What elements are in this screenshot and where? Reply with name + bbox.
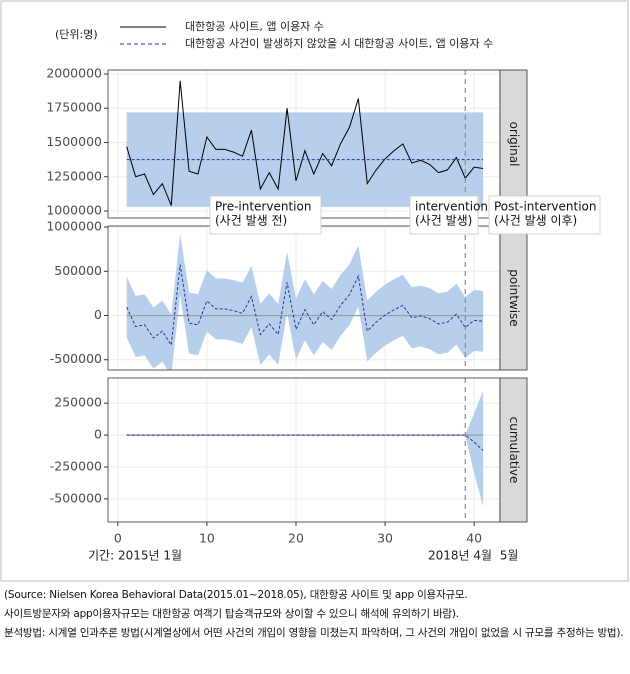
y-tick-label: 500000 <box>54 263 102 278</box>
interval-band <box>126 234 484 370</box>
y-tick-label: -250000 <box>50 458 102 473</box>
annotation-box <box>488 195 601 235</box>
x-tick-label: 30 <box>377 531 393 546</box>
panel <box>108 70 500 218</box>
annotation-text: Post-intervention <box>494 200 596 214</box>
y-tick-label: 250000 <box>54 395 102 410</box>
x-tick-label: 20 <box>288 531 304 546</box>
annotation-box <box>209 195 322 235</box>
x-tick-label: 0 <box>114 531 122 546</box>
footnote: 사이트방문자와 app이용자규모는 대한항공 여객기 탑승객규모와 상이할 수 … <box>4 608 459 620</box>
strip <box>499 225 528 371</box>
annotation-text: (사건 발생 전) <box>215 214 287 228</box>
x-note: 2018년 4월 5월 <box>428 549 518 563</box>
strip <box>499 377 528 523</box>
y-tick-label: 1500000 <box>46 134 102 149</box>
footnote: 분석방법: 시계열 인과추론 방법(시계열상에서 어떤 사건의 개입이 영향을 … <box>4 627 624 639</box>
y-tick-label: 1250000 <box>46 168 102 183</box>
y-tick-label: -500000 <box>50 490 102 505</box>
annotation-text: Pre-intervention <box>215 200 311 214</box>
y-tick-label: 1000000 <box>46 219 102 234</box>
x-note: 기간: 2015년 1월 <box>88 549 182 563</box>
panel-background <box>108 378 500 522</box>
y-tick-label: -500000 <box>50 351 102 366</box>
y-tick-label: 0 <box>94 307 102 322</box>
strip-label: original <box>507 122 521 167</box>
y-tick-label: 2000000 <box>46 65 102 80</box>
strip <box>499 69 528 219</box>
annotation-box <box>409 195 479 235</box>
legend-label: 대한항공 사건이 발생하지 않았을 시 대한항공 사이트, 앱 이용자 수 <box>185 36 493 50</box>
y-tick-label: 1000000 <box>46 203 102 218</box>
series-line <box>126 434 484 451</box>
footnote: (Source: Nielsen Korea Behavioral Data(2… <box>4 589 468 601</box>
annotation-text: (사건 발생 이후) <box>494 214 577 228</box>
strip-label: pointwise <box>507 269 521 326</box>
x-tick-label: 40 <box>466 531 482 546</box>
series-line <box>126 80 484 206</box>
series-line <box>126 264 484 347</box>
annotation-text: (사건 발생) <box>415 214 472 228</box>
unit-note: (단위:명) <box>55 28 98 41</box>
x-tick-label: 10 <box>199 531 215 546</box>
y-tick-label: 0 <box>94 427 102 442</box>
footnotes: (Source: Nielsen Korea Behavioral Data(2… <box>4 586 624 643</box>
annotation-text: intervention <box>415 200 488 214</box>
legend-label: 대한항공 사이트, 앱 이용자 수 <box>185 20 324 33</box>
panel <box>108 378 500 522</box>
y-tick-label: 1750000 <box>46 100 102 115</box>
strip-label: cumulative <box>507 417 521 484</box>
interval-band <box>126 112 484 207</box>
